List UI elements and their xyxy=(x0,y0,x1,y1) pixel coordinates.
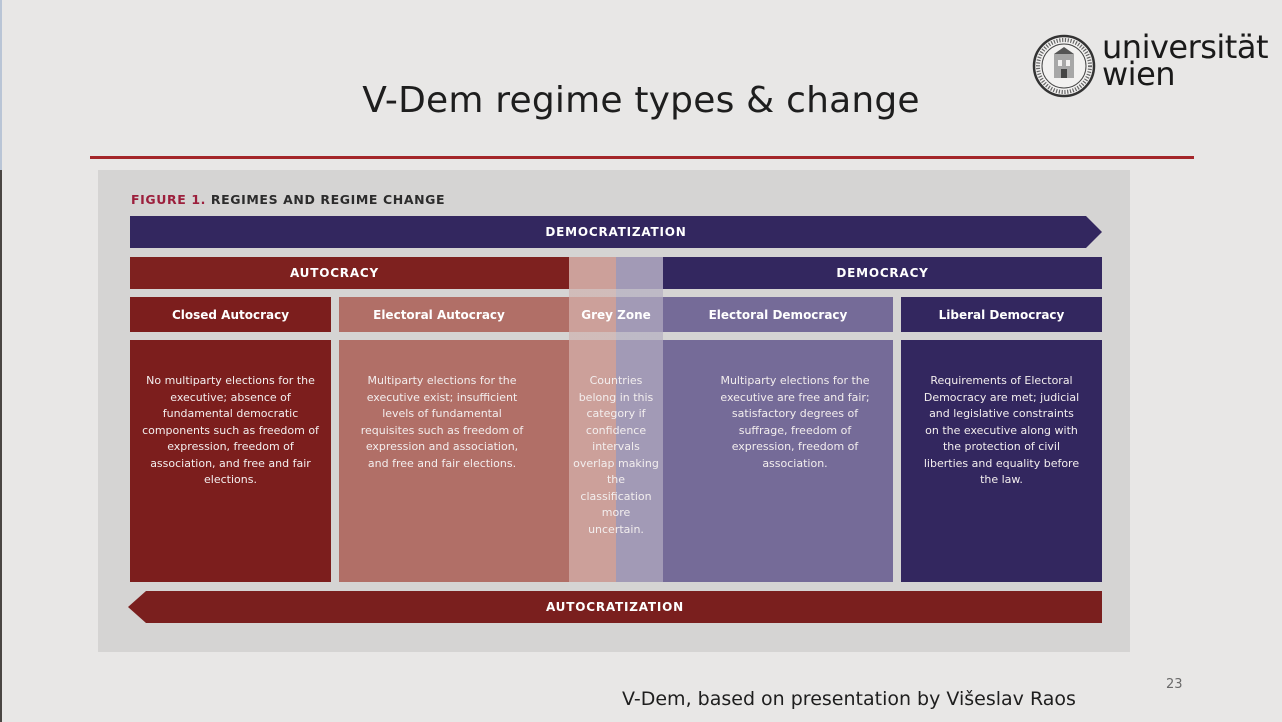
closed-autocracy-description: No multiparty elections for the executiv… xyxy=(130,340,331,582)
democracy-label: DEMOCRACY xyxy=(836,266,929,280)
democracy-band: DEMOCRACY xyxy=(663,257,1102,289)
autocratization-arrow: AUTOCRATIZATION xyxy=(128,591,1102,623)
wordmark-line-1: universität xyxy=(1102,28,1269,66)
university-logo: universität wien xyxy=(1032,28,1269,100)
left-edge-strip xyxy=(0,0,2,170)
electoral-autocracy-label: Electoral Autocracy xyxy=(373,307,505,322)
democratization-label: DEMOCRATIZATION xyxy=(545,225,687,239)
title-divider xyxy=(90,156,1194,159)
university-wordmark: universität wien xyxy=(1102,28,1269,93)
electoral-democracy-description: Multiparty elections for the executive a… xyxy=(663,340,893,582)
electoral-democracy-header: Electoral Democracy xyxy=(663,297,893,332)
democratization-arrow: DEMOCRATIZATION xyxy=(130,216,1102,248)
autocracy-label: AUTOCRACY xyxy=(289,266,380,280)
grey-zone-description: Countries belong in this category if con… xyxy=(573,374,659,536)
figure-number: FIGURE 1. xyxy=(131,192,206,207)
autocracy-band: AUTOCRACY xyxy=(130,257,569,289)
page-number: 23 xyxy=(1166,677,1183,692)
figure-caption: REGIMES AND REGIME CHANGE xyxy=(205,192,446,207)
grey-zone-overlay xyxy=(569,257,663,582)
autocratization-label: AUTOCRATIZATION xyxy=(545,600,685,614)
slide-credit: V-Dem, based on presentation by Višeslav… xyxy=(622,688,1076,710)
grey-zone-header: Grey Zone xyxy=(581,307,651,322)
left-edge-strip-dark xyxy=(0,170,2,722)
wordmark-line-2: wien xyxy=(1102,55,1176,93)
slide-title: V-Dem regime types & change xyxy=(362,80,920,121)
closed-autocracy-header: Closed Autocracy xyxy=(130,297,331,332)
grey-zone-gap-mid xyxy=(569,332,663,340)
electoral-autocracy-header: Electoral Autocracy xyxy=(339,297,569,332)
university-seal-icon xyxy=(1032,34,1096,98)
liberal-democracy-header: Liberal Democracy xyxy=(901,297,1102,332)
liberal-democracy-description: Requirements of Electoral Democracy are … xyxy=(901,340,1102,582)
figure-label: FIGURE 1. REGIMES AND REGIME CHANGE xyxy=(131,192,445,207)
grey-zone-gap-top xyxy=(569,289,663,297)
electoral-autocracy-description: Multiparty elections for the executive e… xyxy=(339,340,569,582)
